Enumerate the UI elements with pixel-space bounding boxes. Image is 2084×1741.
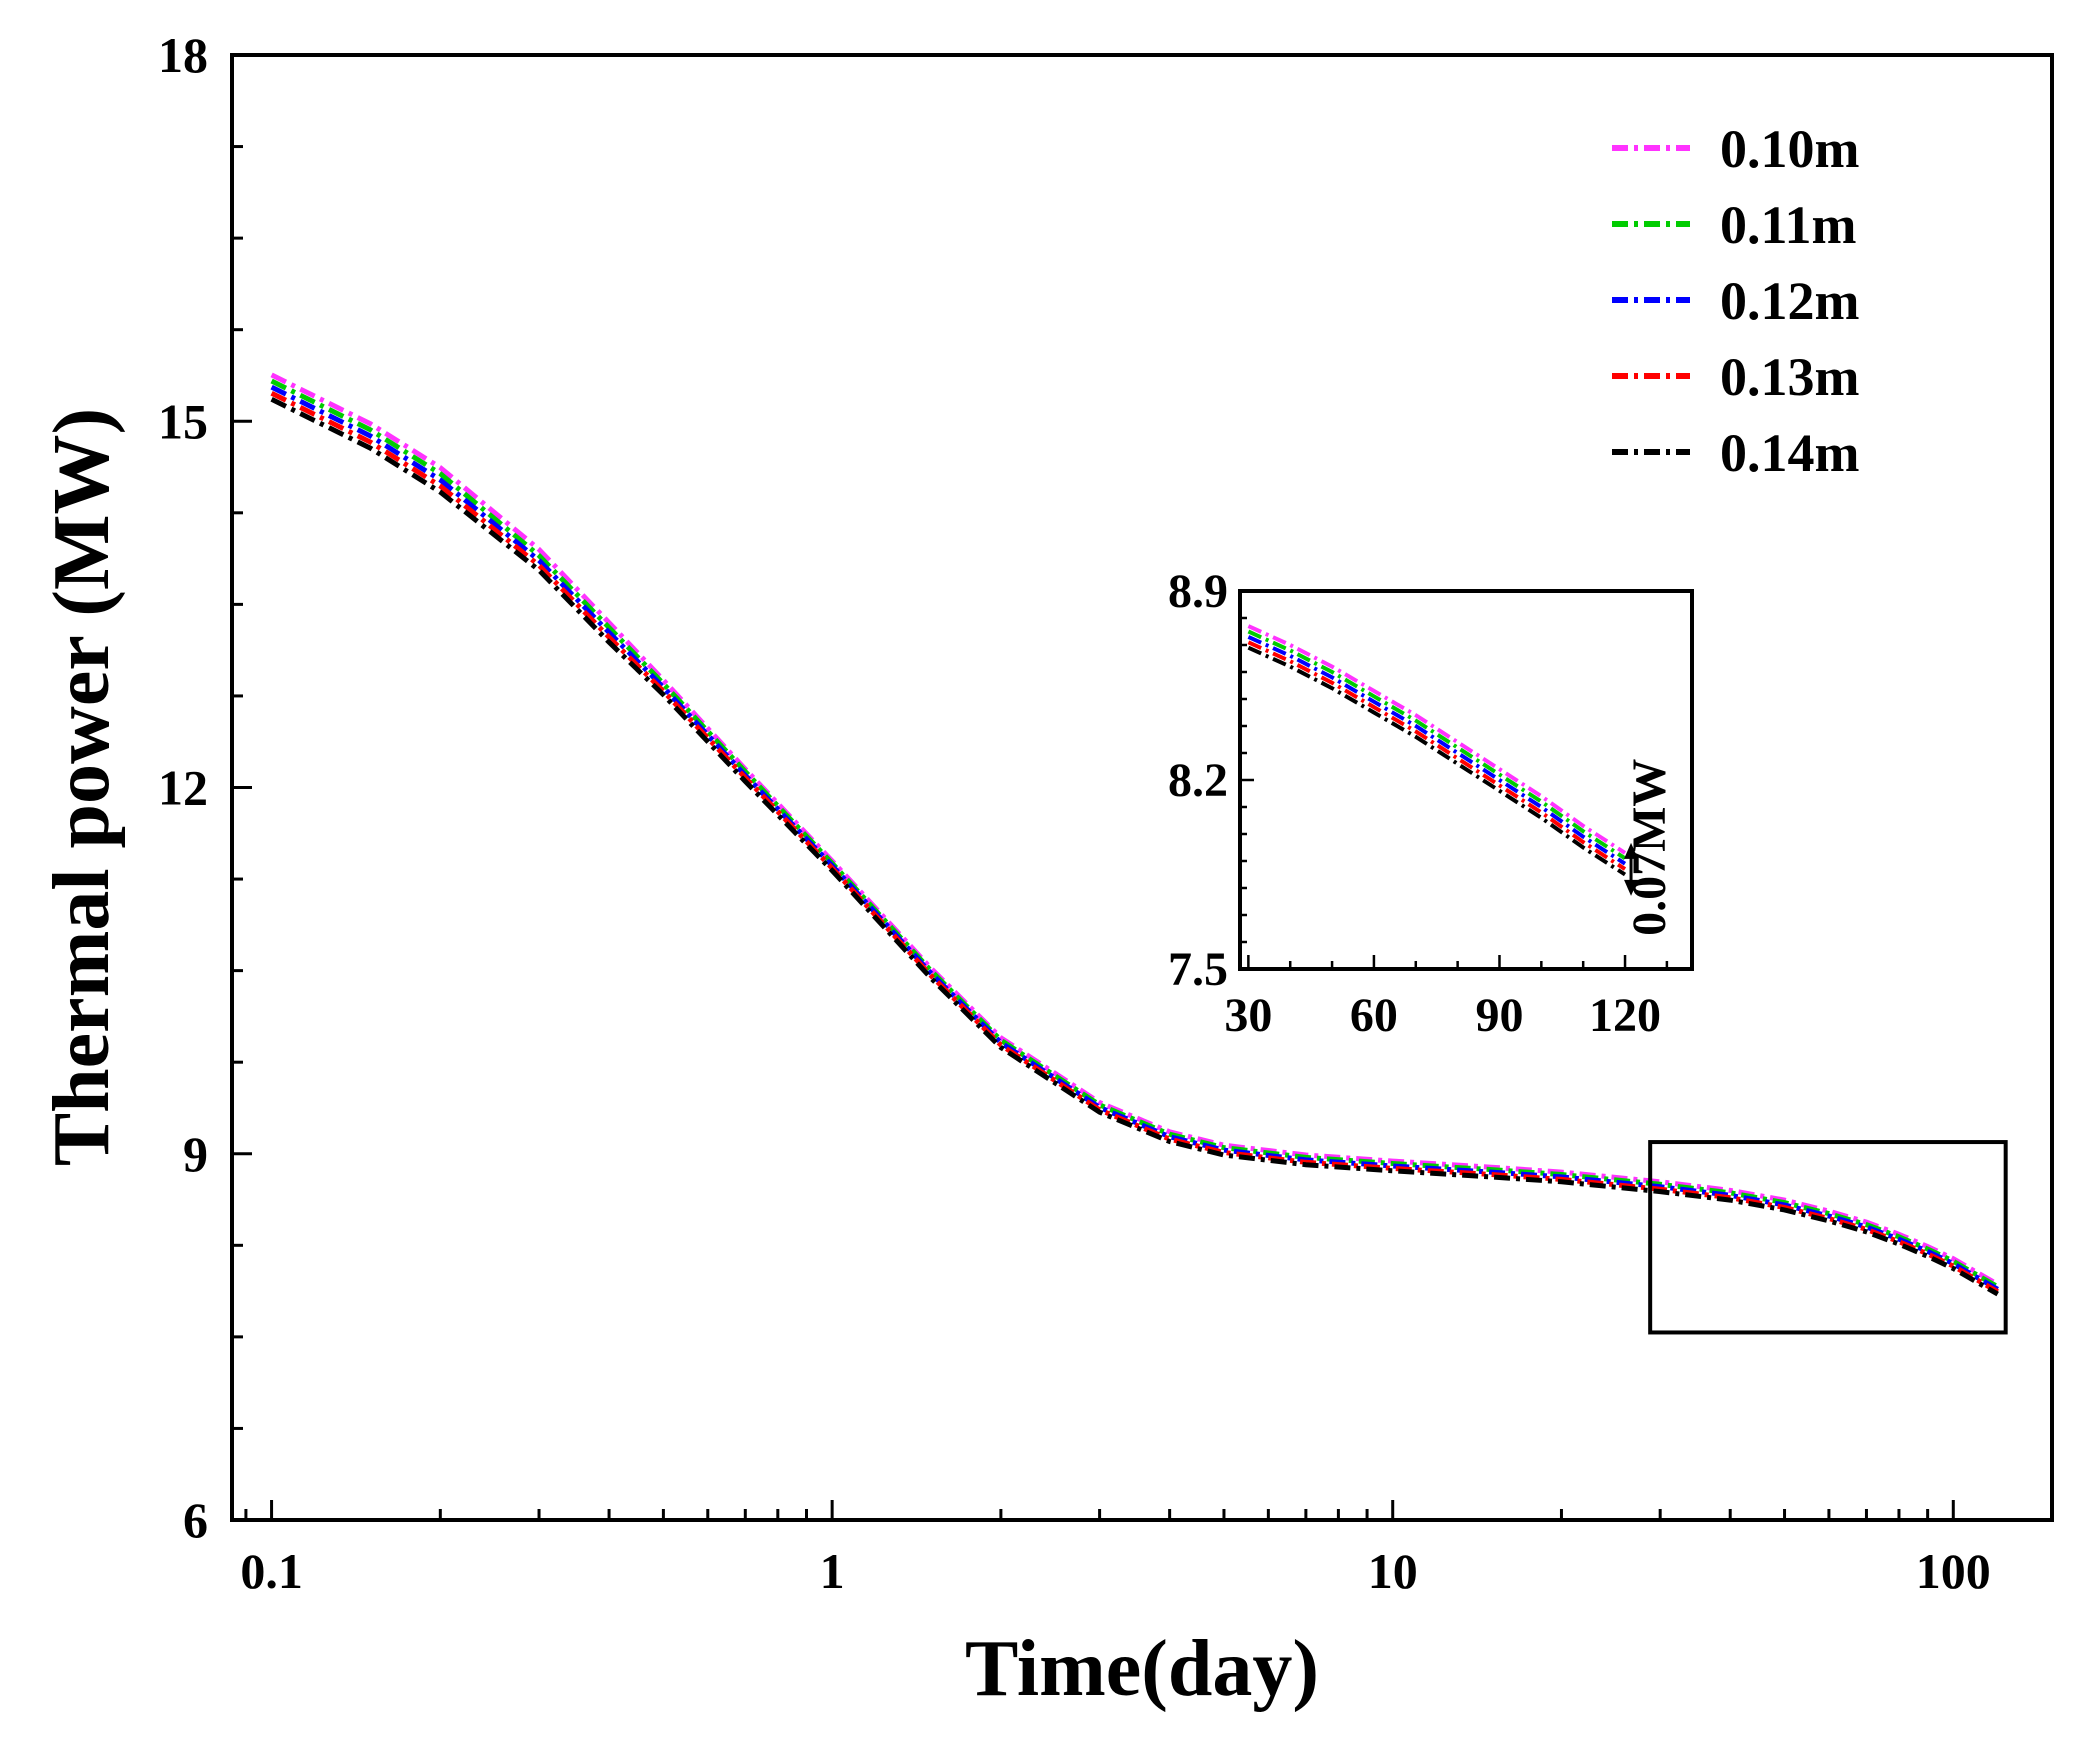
annotation-label: 0.07MW	[1623, 759, 1676, 936]
legend-label: 0.12m	[1720, 271, 1860, 331]
inset-x-tick-label: 90	[1475, 989, 1523, 1042]
x-tick-label: 10	[1368, 1543, 1418, 1599]
x-tick-label: 0.1	[240, 1543, 303, 1599]
inset-series-line-0.11m	[1247, 629, 1627, 860]
inset-y-tick-label: 8.2	[1168, 754, 1228, 807]
legend-label: 0.14m	[1720, 423, 1860, 483]
inset-x-tick-label: 60	[1350, 989, 1398, 1042]
main-series-group	[270, 372, 1999, 1297]
y-tick-label: 15	[158, 393, 208, 449]
inset-x-ticks: 30 60 90 120	[1224, 955, 1669, 1042]
y-tick-label: 18	[158, 27, 208, 83]
inset-y-tick-label: 8.9	[1168, 565, 1228, 618]
inset-series-line-0.13m	[1247, 640, 1627, 871]
x-tick-label: 100	[1916, 1543, 1991, 1599]
y-tick-label: 12	[158, 760, 208, 816]
inset-y-ticks: 7.5 8.2 8.9	[1168, 565, 1254, 996]
x-axis-title: Time(day)	[965, 1625, 1319, 1713]
inset-chart: 30 60 90 120 7.5 8.2 8.9 0.07MW	[1168, 565, 1694, 1042]
main-x-ticks: 0.1 1 10 100	[240, 1500, 1991, 1599]
inset-series-line-0.10m	[1247, 624, 1627, 855]
inset-y-tick-label: 7.5	[1168, 943, 1228, 996]
inset-annotation: 0.07MW	[1623, 759, 1676, 936]
y-axis-title: Thermal power (MW)	[38, 408, 126, 1166]
inset-series-line-0.14m	[1247, 645, 1627, 877]
y-tick-label: 6	[183, 1492, 208, 1548]
main-y-ticks: 6 9 12 15 18	[158, 27, 252, 1548]
inset-series-line-0.12m	[1247, 635, 1627, 866]
inset-series-group	[1247, 624, 1627, 877]
annotation-arrow-head-up	[1624, 842, 1639, 859]
legend-label: 0.10m	[1720, 119, 1860, 179]
x-tick-label: 1	[820, 1543, 845, 1599]
legend: 0.10m 0.11m 0.12m 0.13m 0.14m	[1612, 119, 1860, 483]
annotation-arrow-head-down	[1624, 879, 1639, 896]
main-axes: 0.1 1 10 100 6 9 12 15 18	[158, 27, 2054, 1599]
inset-background	[1240, 591, 1692, 969]
inset-x-tick-label: 30	[1224, 989, 1272, 1042]
y-tick-label: 9	[183, 1126, 208, 1182]
series-line-0.14m	[270, 397, 1999, 1297]
zoom-region-box	[1648, 1140, 2008, 1335]
inset-x-tick-label: 120	[1589, 989, 1661, 1042]
legend-label: 0.13m	[1720, 347, 1860, 407]
legend-label: 0.11m	[1720, 195, 1857, 255]
